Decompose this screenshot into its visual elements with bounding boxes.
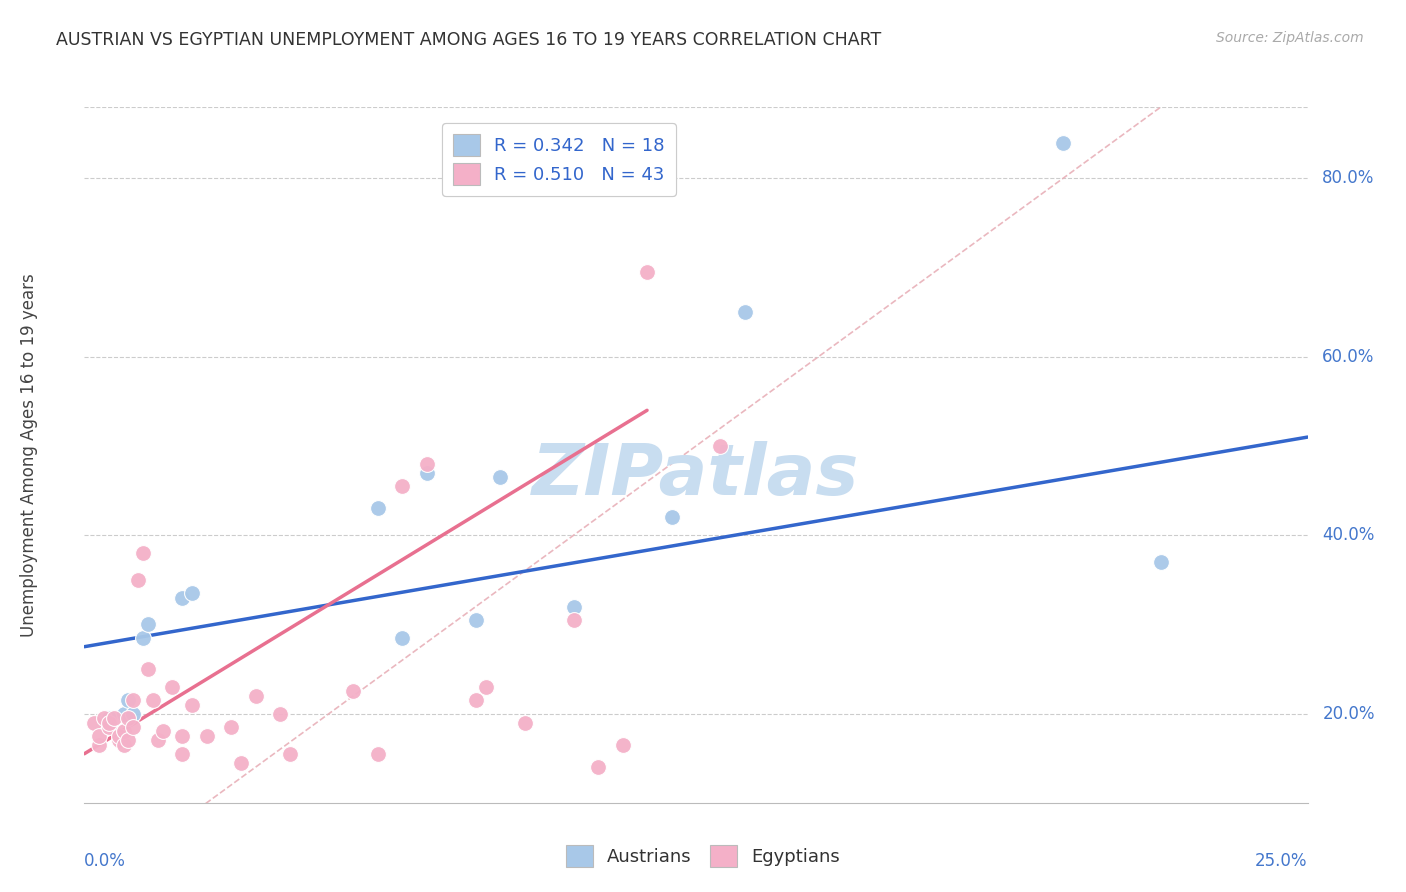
Point [416, 466, 439, 480]
Point [107, 733, 129, 747]
Text: Source: ZipAtlas.com: Source: ZipAtlas.com [1216, 31, 1364, 45]
Point [122, 693, 145, 707]
Point [489, 470, 512, 484]
Point [245, 689, 267, 703]
Point [146, 733, 169, 747]
Text: Unemployment Among Ages 16 to 19 years: Unemployment Among Ages 16 to 19 years [20, 273, 38, 637]
Text: 80.0%: 80.0% [1322, 169, 1375, 187]
Point [87, 729, 110, 743]
Point [112, 724, 135, 739]
Point [107, 729, 129, 743]
Point [416, 457, 439, 471]
Point [136, 662, 159, 676]
Point [172, 747, 194, 761]
Text: 20.0%: 20.0% [1322, 705, 1375, 723]
Text: 60.0%: 60.0% [1322, 348, 1375, 366]
Point [219, 720, 242, 734]
Point [278, 747, 301, 761]
Point [734, 305, 756, 319]
Point [112, 738, 135, 752]
Point [122, 720, 145, 734]
Point [709, 439, 731, 453]
Point [562, 599, 585, 614]
Point [612, 738, 634, 752]
Point [172, 729, 194, 743]
Point [342, 684, 364, 698]
Point [117, 733, 139, 747]
Point [513, 715, 536, 730]
Point [132, 631, 155, 645]
Point [152, 724, 174, 739]
Point [117, 693, 139, 707]
Point [586, 760, 609, 774]
Point [97, 715, 120, 730]
Point [97, 720, 120, 734]
Point [127, 573, 149, 587]
Point [142, 693, 165, 707]
Point [181, 698, 204, 712]
Point [229, 756, 252, 770]
Point [103, 711, 125, 725]
Point [162, 680, 184, 694]
Point [367, 747, 389, 761]
Legend: R = 0.342   N = 18, R = 0.510   N = 43: R = 0.342 N = 18, R = 0.510 N = 43 [441, 123, 676, 196]
Point [562, 613, 585, 627]
Point [1052, 136, 1074, 150]
Point [132, 546, 155, 560]
Point [97, 711, 120, 725]
Point [172, 591, 194, 605]
Point [112, 706, 135, 721]
Text: 40.0%: 40.0% [1322, 526, 1375, 544]
Point [464, 613, 486, 627]
Point [474, 680, 496, 694]
Point [93, 711, 115, 725]
Point [636, 265, 658, 279]
Point [181, 586, 204, 600]
Point [391, 631, 413, 645]
Point [464, 693, 486, 707]
Point [661, 510, 683, 524]
Legend: Austrians, Egyptians: Austrians, Egyptians [558, 838, 848, 874]
Point [1150, 555, 1173, 569]
Text: 0.0%: 0.0% [84, 852, 127, 870]
Point [122, 706, 145, 721]
Point [269, 706, 291, 721]
Point [117, 711, 139, 725]
Point [391, 479, 413, 493]
Point [83, 715, 105, 730]
Point [87, 738, 110, 752]
Text: ZIPatlas: ZIPatlas [533, 442, 859, 510]
Text: 25.0%: 25.0% [1256, 852, 1308, 870]
Text: AUSTRIAN VS EGYPTIAN UNEMPLOYMENT AMONG AGES 16 TO 19 YEARS CORRELATION CHART: AUSTRIAN VS EGYPTIAN UNEMPLOYMENT AMONG … [56, 31, 882, 49]
Point [136, 617, 159, 632]
Point [367, 501, 389, 516]
Point [195, 729, 218, 743]
